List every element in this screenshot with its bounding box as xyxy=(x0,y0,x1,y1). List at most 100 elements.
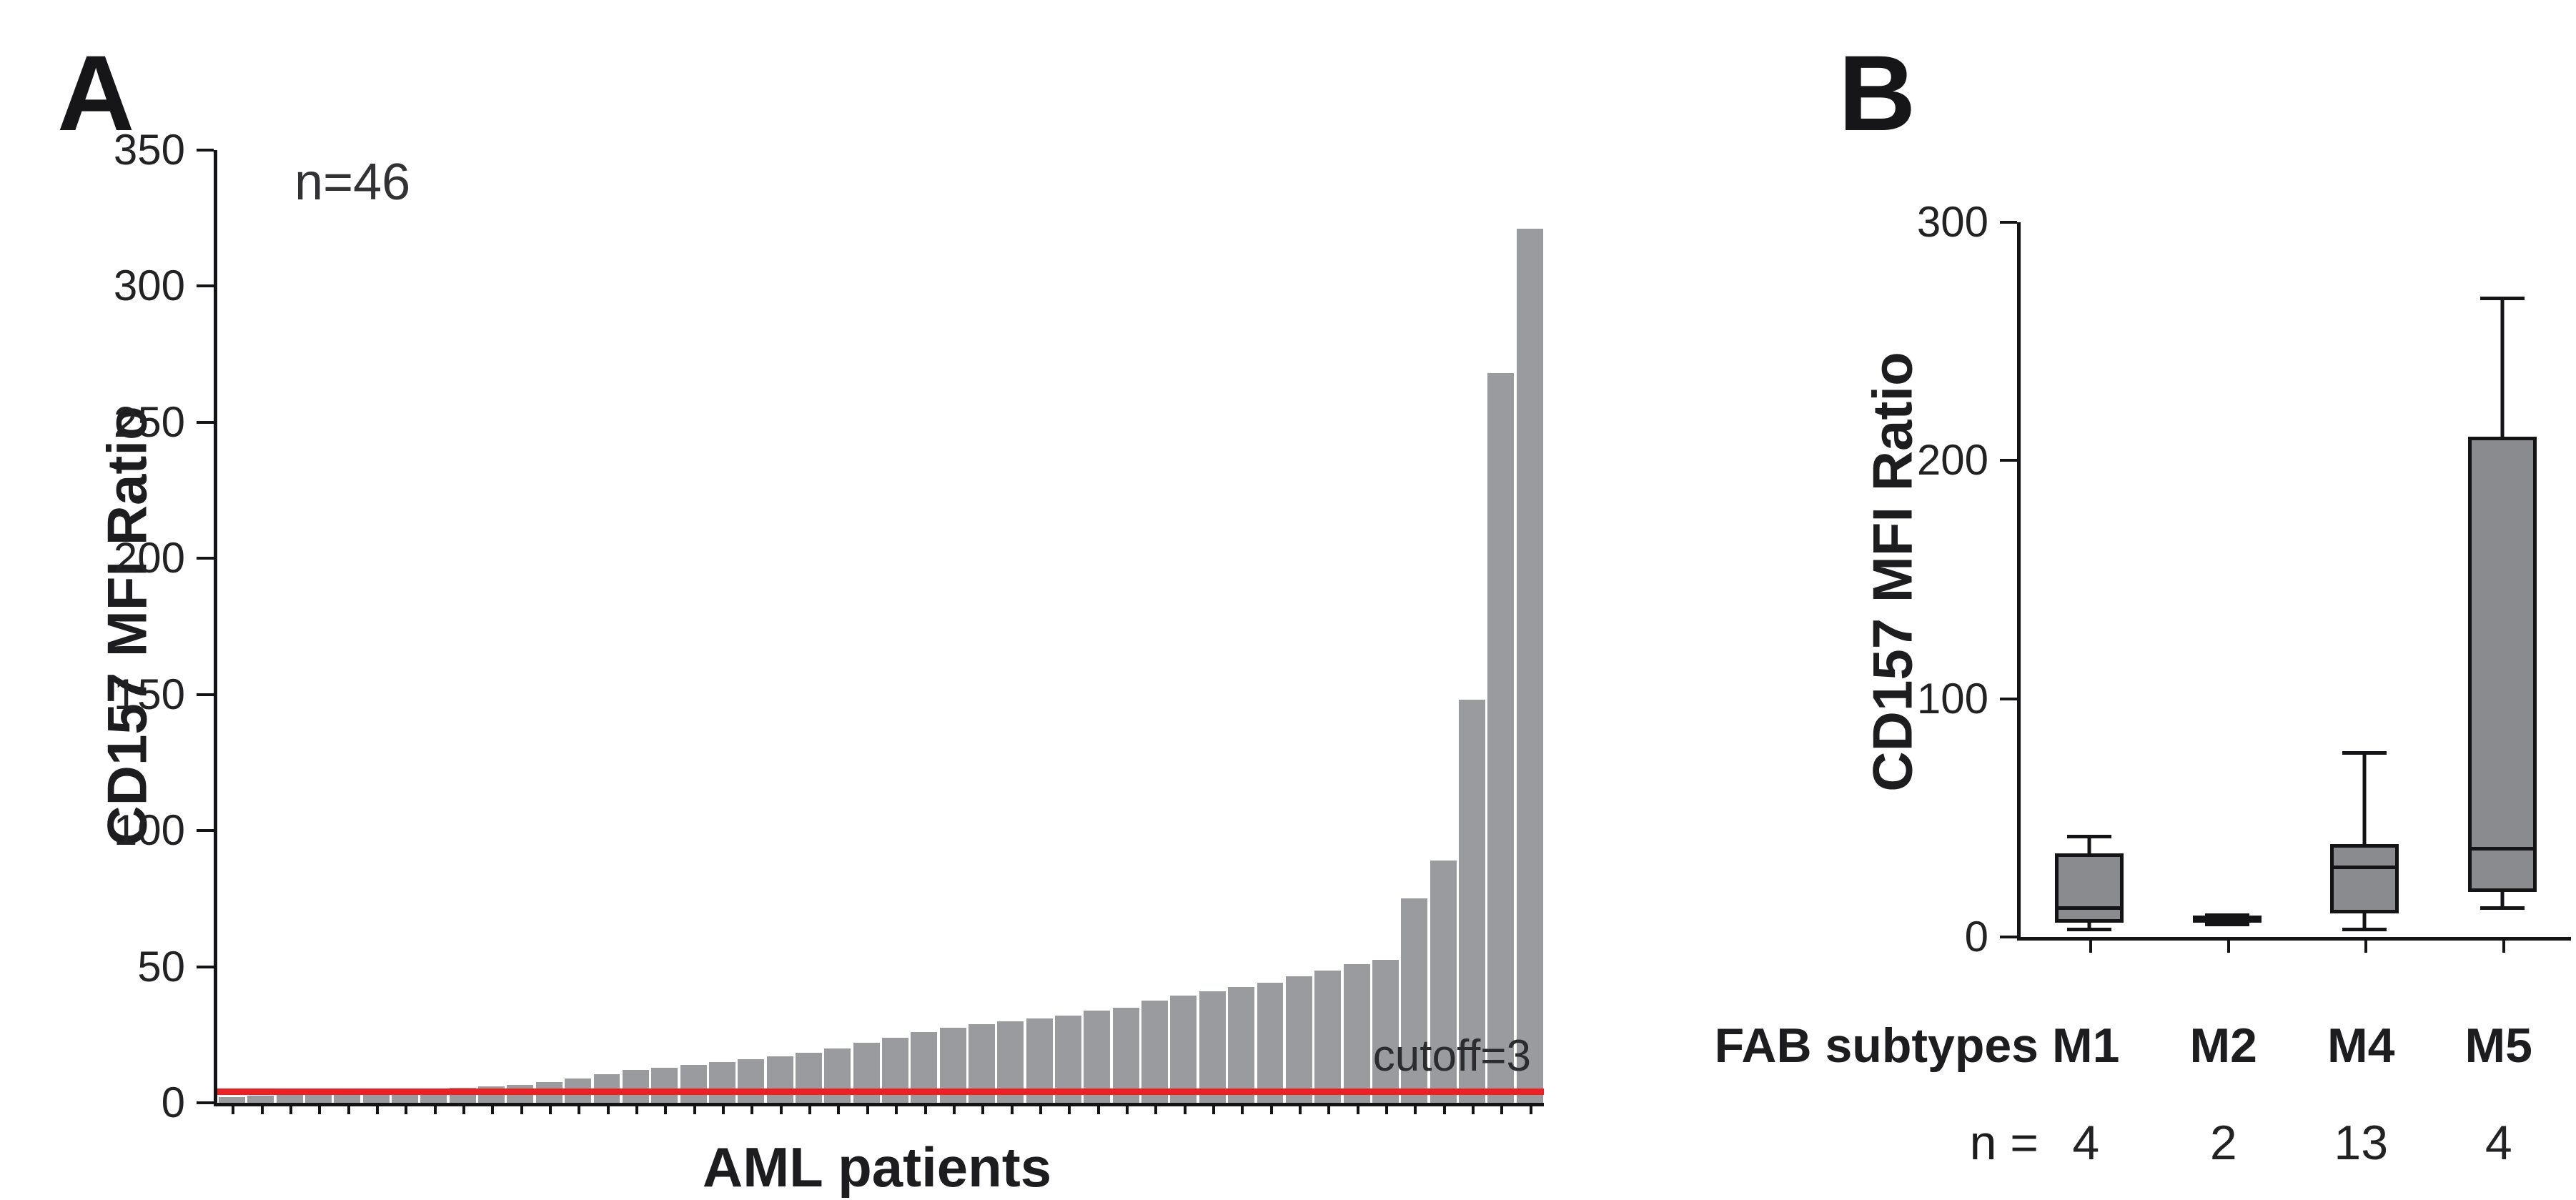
x-axis-tick xyxy=(1212,1103,1215,1114)
panel-a-x-axis-title: AML patients xyxy=(702,1136,1052,1199)
whisker-cap-min xyxy=(2204,923,2249,927)
bar-chart-panel-a: n=46 cutoff=3 0 50 100 150 200 250 300 350 xyxy=(114,129,1544,1124)
y-axis-tick-label: 100 xyxy=(113,806,185,855)
x-axis-tick xyxy=(1472,1103,1475,1114)
x-axis-tick xyxy=(375,1103,379,1114)
x-axis-tick xyxy=(895,1103,898,1114)
x-axis-tick xyxy=(1529,1103,1532,1114)
fab-subtype-label: M4 xyxy=(2327,1018,2395,1073)
patient-bar xyxy=(334,1093,361,1103)
whisker-cap-min xyxy=(2342,928,2387,931)
x-axis-tick xyxy=(232,1103,235,1114)
patient-bar xyxy=(1199,991,1226,1103)
patient-bar xyxy=(219,1097,245,1103)
box-plot-panel-b: 0 100 200 300 xyxy=(1917,201,2571,958)
n-value: 13 xyxy=(2334,1116,2389,1170)
x-axis-tick xyxy=(606,1103,610,1114)
patient-bar xyxy=(1141,1001,1169,1103)
x-axis-tick xyxy=(866,1103,869,1114)
x-axis-tick xyxy=(1299,1103,1302,1114)
n-value: 4 xyxy=(2072,1116,2100,1170)
patient-bar xyxy=(1228,987,1255,1103)
fab-subtype-label: M5 xyxy=(2464,1018,2532,1073)
fab-subtypes-row-label: FAB subtypes xyxy=(1714,1018,2038,1073)
n-row-label: n = xyxy=(1969,1116,2038,1170)
y-axis-tick xyxy=(197,693,214,696)
x-axis-tick xyxy=(549,1103,552,1114)
x-axis-tick xyxy=(808,1103,812,1114)
y-axis-tick-label: 0 xyxy=(161,1078,185,1126)
box-iqr xyxy=(2055,853,2124,923)
x-axis-tick xyxy=(1096,1103,1100,1114)
patient-bar xyxy=(1516,229,1543,1103)
x-axis-tick xyxy=(520,1103,523,1114)
y-axis-tick-label: 100 xyxy=(1916,674,1988,723)
x-axis-tick xyxy=(1327,1103,1331,1114)
x-axis-tick xyxy=(405,1103,408,1114)
y-axis-tick xyxy=(2000,697,2017,700)
n-value: 2 xyxy=(2209,1116,2237,1170)
sample-size-annotation: n=46 xyxy=(294,154,411,211)
whisker-cap-max xyxy=(2204,913,2249,917)
patient-bar xyxy=(1112,1007,1139,1103)
median-line xyxy=(2330,866,2399,870)
y-axis-tick-label: 200 xyxy=(113,534,185,582)
x-axis-tick xyxy=(1500,1103,1504,1114)
patient-bar xyxy=(247,1096,274,1103)
x-axis-tick xyxy=(837,1103,841,1114)
n-value: 4 xyxy=(2485,1116,2512,1170)
panel-a-y-axis-title: CD157 MFI Ratio xyxy=(95,406,159,846)
median-line xyxy=(2467,846,2537,851)
x-axis-tick xyxy=(952,1103,956,1114)
x-axis-tick xyxy=(578,1103,581,1114)
y-axis-tick-label: 150 xyxy=(113,670,185,718)
patient-bar xyxy=(305,1094,332,1103)
cutoff-label: cutoff=3 xyxy=(1372,1031,1531,1081)
y-axis-tick xyxy=(2000,221,2017,224)
whisker-cap-min xyxy=(2067,928,2112,931)
x-axis-tick xyxy=(722,1103,725,1114)
y-axis-tick-label: 250 xyxy=(113,397,185,446)
whisker-cap-max xyxy=(2480,296,2525,300)
x-axis-tick xyxy=(923,1103,927,1114)
y-axis-tick xyxy=(197,965,214,968)
y-axis-tick-label: 300 xyxy=(113,262,185,310)
patient-bar xyxy=(276,1094,303,1103)
x-axis-tick xyxy=(1154,1103,1158,1114)
x-axis-tick xyxy=(462,1103,465,1114)
x-axis-tick xyxy=(1385,1103,1389,1114)
patient-bar xyxy=(738,1059,765,1103)
patient-bar xyxy=(622,1070,649,1103)
x-axis-tick xyxy=(1269,1103,1273,1114)
patient-bar xyxy=(651,1067,678,1103)
whisker-cap-max xyxy=(2342,751,2387,755)
x-axis-tick xyxy=(318,1103,322,1114)
cutoff-line xyxy=(217,1088,1544,1095)
x-axis-tick xyxy=(981,1103,985,1114)
panel-b-y-axis-title: CD157 MFI Ratio xyxy=(1861,352,1924,792)
whisker-cap-min xyxy=(2480,906,2525,910)
panel-a-letter: A xyxy=(57,33,135,153)
patient-bar xyxy=(1430,861,1457,1103)
whisker-cap-max xyxy=(2067,835,2112,838)
patient-bar xyxy=(1257,983,1284,1103)
x-axis-tick xyxy=(491,1103,495,1114)
x-axis-tick xyxy=(1125,1103,1129,1114)
x-axis-tick xyxy=(2089,937,2093,953)
patient-bar xyxy=(1285,976,1312,1103)
patient-bar xyxy=(1314,971,1342,1103)
patient-bar xyxy=(1170,995,1197,1103)
patient-bar xyxy=(795,1052,822,1103)
x-axis-tick xyxy=(1010,1103,1014,1114)
box-iqr xyxy=(2467,437,2537,892)
x-axis-tick xyxy=(1442,1103,1446,1114)
y-axis-tick xyxy=(197,149,214,152)
x-axis-tick xyxy=(433,1103,437,1114)
x-axis-tick xyxy=(1039,1103,1042,1114)
x-axis-tick xyxy=(779,1103,783,1114)
patient-bar xyxy=(1401,898,1428,1103)
y-axis-tick xyxy=(2000,459,2017,462)
y-axis-tick xyxy=(197,1101,214,1104)
x-axis-tick xyxy=(664,1103,668,1114)
